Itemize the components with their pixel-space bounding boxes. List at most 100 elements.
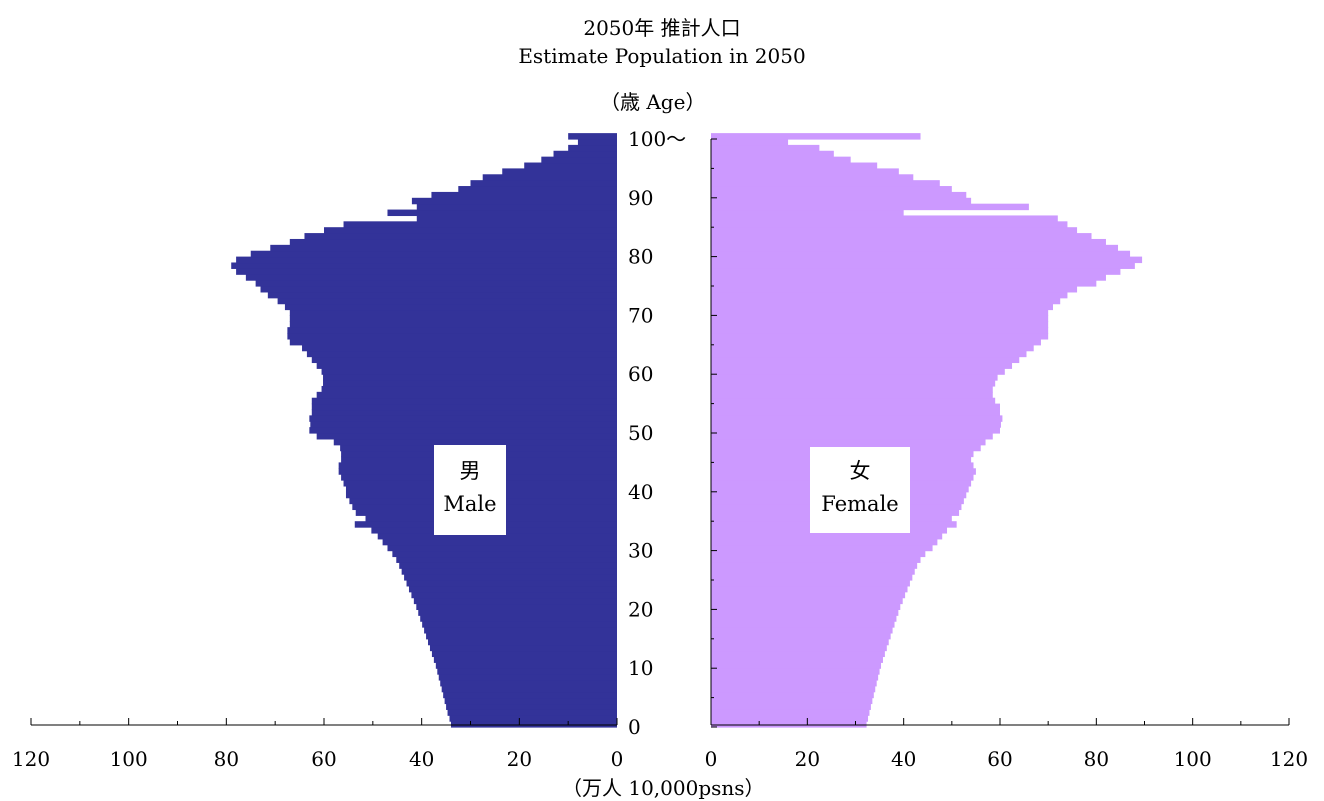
female-label-ja: 女 — [849, 459, 871, 483]
chart-subtitle: Estimate Population in 2050 — [518, 44, 806, 68]
male-bar-age-23 — [408, 585, 617, 593]
male-bar-age-88 — [416, 203, 617, 211]
male-bar-age-80 — [250, 250, 617, 258]
female-label-en: Female — [821, 491, 899, 516]
male-bar-age-22 — [411, 591, 617, 599]
male-bar-age-32 — [377, 532, 617, 540]
female-bar-age-93 — [711, 174, 914, 181]
female-bar-age-24 — [711, 580, 910, 587]
male-bar-age-25 — [404, 574, 617, 581]
male-bar-age-18 — [420, 615, 617, 622]
female-bar-age-2 — [711, 709, 870, 716]
male-bar-age-68 — [289, 321, 617, 328]
male-bar-age-0 — [450, 721, 617, 728]
female-label-box: 女 Female — [810, 447, 910, 533]
female-bar-age-88 — [711, 203, 1029, 211]
female-x-tick-label: 0 — [705, 747, 718, 771]
female-bar-age-21 — [711, 597, 903, 605]
male-bar-age-20 — [416, 603, 617, 610]
male-bar-age-70 — [289, 309, 617, 316]
female-bar-age-82 — [711, 238, 1106, 246]
male-bar-age-76 — [245, 274, 617, 281]
female-bar-age-87 — [711, 209, 904, 217]
axes — [30, 138, 1290, 728]
female-bar-age-30 — [711, 544, 933, 552]
female-bar-age-90 — [711, 191, 967, 199]
male-bar-age-78 — [231, 262, 617, 269]
male-bar-age-7 — [440, 679, 617, 687]
male-bar-age-12 — [431, 650, 617, 658]
female-bar-age-75 — [711, 280, 1097, 287]
age-tick-label: 40 — [628, 480, 653, 504]
female-bar-age-70 — [711, 309, 1049, 316]
male-bar-age-8 — [438, 674, 617, 681]
male-bar-age-92 — [470, 180, 617, 187]
male-bar-age-73 — [267, 291, 617, 299]
female-bar-age-12 — [711, 650, 885, 658]
female-bar-age-76 — [711, 274, 1106, 281]
female-bar-age-67 — [711, 327, 1049, 334]
male-bar-age-57 — [321, 385, 617, 393]
female-bar-age-63 — [711, 350, 1027, 358]
male-label-ja: 男 — [459, 459, 481, 483]
female-bar-age-53 — [711, 409, 1000, 416]
female-bar-age-69 — [711, 315, 1049, 322]
male-bar-age-96 — [541, 156, 617, 164]
male-bar-age-49 — [316, 433, 617, 440]
female-bar-age-64 — [711, 344, 1034, 352]
female-bar-age-7 — [711, 679, 877, 687]
male-bar-age-82 — [289, 238, 617, 246]
male-label-box: 男 Male — [434, 445, 506, 535]
male-bar-age-93 — [482, 174, 617, 181]
male-bar-age-17 — [422, 621, 617, 628]
female-bar-age-79 — [711, 256, 1143, 264]
female-bar-age-54 — [711, 403, 1000, 411]
male-bar-age-58 — [323, 380, 617, 387]
female-bar-age-94 — [711, 168, 899, 175]
female-bar-age-68 — [711, 321, 1049, 328]
male-bar-age-97 — [553, 150, 617, 158]
male-bars — [231, 133, 617, 728]
age-tick-label: 30 — [628, 539, 653, 563]
age-tick-label: 90 — [628, 186, 653, 210]
chart-title: 2050年 推計人口 — [583, 16, 741, 40]
x-axis-unit-label: （万人 10,000psns） — [562, 776, 765, 800]
female-bar-age-1 — [711, 715, 869, 722]
female-bar-age-8 — [711, 674, 879, 681]
female-bar-age-31 — [711, 538, 938, 546]
male-bar-age-72 — [277, 297, 617, 305]
male-bar-age-75 — [255, 280, 617, 287]
female-bar-age-22 — [711, 591, 906, 599]
male-bar-age-99 — [577, 139, 617, 146]
male-bar-age-61 — [316, 362, 617, 369]
female-bar-age-89 — [711, 197, 972, 205]
female-bar-age-26 — [711, 568, 915, 575]
male-bar-age-29 — [392, 550, 617, 558]
male-bar-age-27 — [399, 562, 617, 569]
male-x-tick-label: 20 — [507, 747, 532, 771]
male-bar-age-16 — [424, 627, 617, 634]
female-bar-age-50 — [711, 427, 1000, 434]
male-bar-age-1 — [449, 715, 617, 722]
female-bar-age-6 — [711, 685, 876, 693]
male-bar-age-28 — [396, 556, 617, 563]
male-x-tick-label: 80 — [214, 747, 239, 771]
male-bar-age-87 — [387, 209, 617, 217]
male-bar-age-59 — [323, 374, 617, 381]
female-bar-age-16 — [711, 627, 893, 634]
female-bar-age-9 — [711, 668, 880, 675]
male-bar-age-84 — [324, 227, 617, 234]
male-bar-age-24 — [406, 580, 617, 587]
female-bar-age-25 — [711, 574, 913, 581]
female-bar-age-95 — [711, 162, 878, 169]
male-bar-age-64 — [302, 344, 617, 352]
male-x-tick-label: 60 — [311, 747, 336, 771]
female-x-tick-label: 20 — [795, 747, 820, 771]
female-bar-age-18 — [711, 615, 897, 622]
male-bar-age-86 — [416, 215, 617, 222]
female-bar-age-62 — [711, 356, 1020, 364]
female-bar-age-20 — [711, 603, 901, 610]
male-bar-age-6 — [441, 685, 617, 693]
female-bar-age-84 — [711, 227, 1078, 234]
